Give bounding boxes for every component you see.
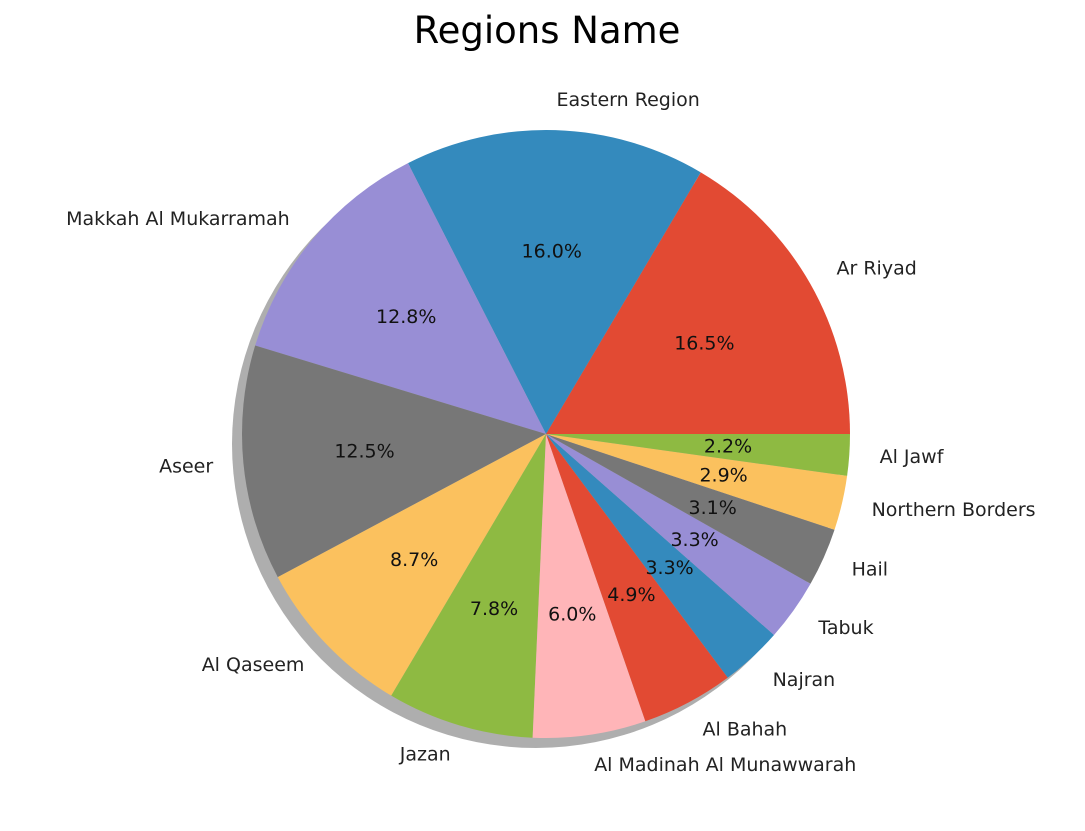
pie-slices [242, 129, 850, 739]
pie-slice-al-jawf [546, 434, 850, 476]
pct-label-jazan: 7.8% [470, 598, 518, 620]
pie-slice-ar-riyad [546, 172, 850, 434]
slice-label-eastern-region: Eastern Region [557, 89, 700, 111]
slice-label-hail: Hail [852, 559, 889, 581]
pct-label-najran: 3.3% [645, 557, 693, 579]
slice-label-al-bahah: Al Bahah [703, 719, 788, 741]
pie-slice-jazan [391, 434, 546, 738]
pct-label-al-madinah-al-munawwarah: 6.0% [548, 604, 596, 626]
pct-label-ar-riyad: 16.5% [674, 333, 734, 355]
slice-label-al-madinah-al-munawwarah: Al Madinah Al Munawwarah [594, 754, 856, 776]
pie-slice-al-bahah [546, 434, 728, 722]
pct-label-northern-borders: 2.9% [699, 465, 747, 487]
pct-label-eastern-region: 16.0% [522, 241, 582, 263]
pie-slice-eastern-region [407, 129, 701, 434]
pct-label-hail: 3.1% [689, 497, 737, 519]
pie-slice-makkah-al-mukarramah [255, 163, 546, 434]
slice-label-al-qaseem: Al Qaseem [202, 654, 305, 676]
slice-label-jazan: Jazan [399, 744, 451, 766]
slice-label-najran: Najran [773, 669, 836, 691]
pie-slice-al-madinah-al-munawwarah [532, 434, 646, 739]
pie-slice-al-qaseem [277, 434, 546, 696]
pie-labels: 16.5% Ar Riyad 16.0% Eastern Region 12.8% Mak… [66, 89, 1036, 776]
slice-label-tabuk: Tabuk [817, 617, 873, 639]
pct-label-makkah-al-mukarramah: 12.8% [376, 306, 436, 328]
pct-label-tabuk: 3.3% [670, 529, 718, 551]
pie-slice-aseer [242, 345, 546, 578]
chart-title: Regions Name [414, 9, 681, 52]
pie-slice-hail [546, 434, 835, 584]
slice-label-northern-borders: Northern Borders [872, 499, 1036, 521]
pct-label-al-jawf: 2.2% [704, 436, 752, 458]
slice-label-makkah-al-mukarramah: Makkah Al Mukarramah [66, 208, 290, 230]
pct-label-aseer: 12.5% [334, 441, 394, 463]
pct-label-al-qaseem: 8.7% [390, 549, 438, 571]
pct-label-al-bahah: 4.9% [607, 584, 655, 606]
pie-slice-tabuk [546, 434, 811, 636]
pie-slice-najran [546, 434, 775, 678]
pie-slice-northern-borders [546, 434, 848, 530]
slice-label-al-jawf: Al Jawf [880, 446, 945, 468]
slice-label-ar-riyad: Ar Riyad [837, 257, 917, 279]
slice-label-aseer: Aseer [159, 456, 213, 478]
